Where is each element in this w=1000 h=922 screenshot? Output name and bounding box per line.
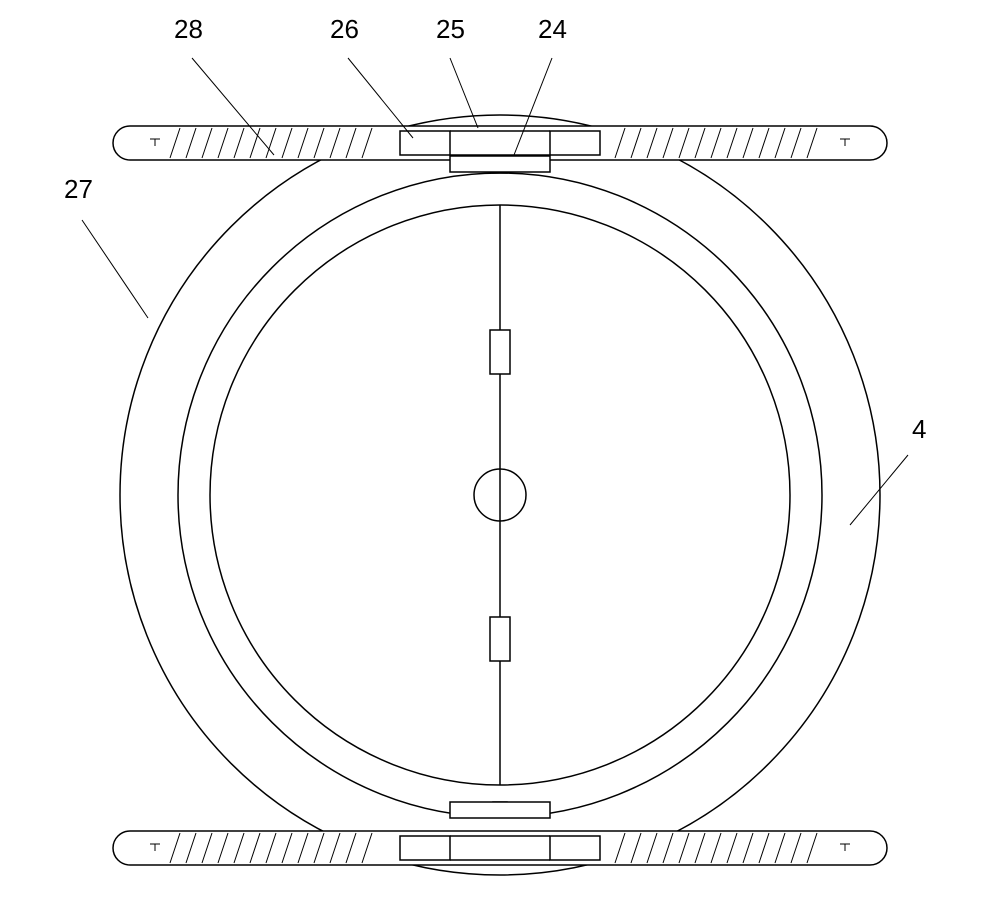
center-rect-0: [490, 330, 510, 374]
label-4: 4: [912, 414, 926, 444]
top-plate: [450, 156, 550, 172]
label-26: 26: [330, 14, 359, 44]
diagram-svg: 28 26 25 24 27 4: [0, 0, 1000, 922]
bar-block-1: [550, 131, 600, 155]
label-25: 25: [436, 14, 465, 44]
leader-4: [82, 220, 148, 318]
label-27: 27: [64, 174, 93, 204]
center-rect-1: [490, 617, 510, 661]
bar-block-2: [400, 836, 450, 860]
label-28: 28: [174, 14, 203, 44]
label-24: 24: [538, 14, 567, 44]
bar-block-3: [550, 836, 600, 860]
bottom-plate: [450, 802, 550, 818]
bar-block-0: [400, 131, 450, 155]
